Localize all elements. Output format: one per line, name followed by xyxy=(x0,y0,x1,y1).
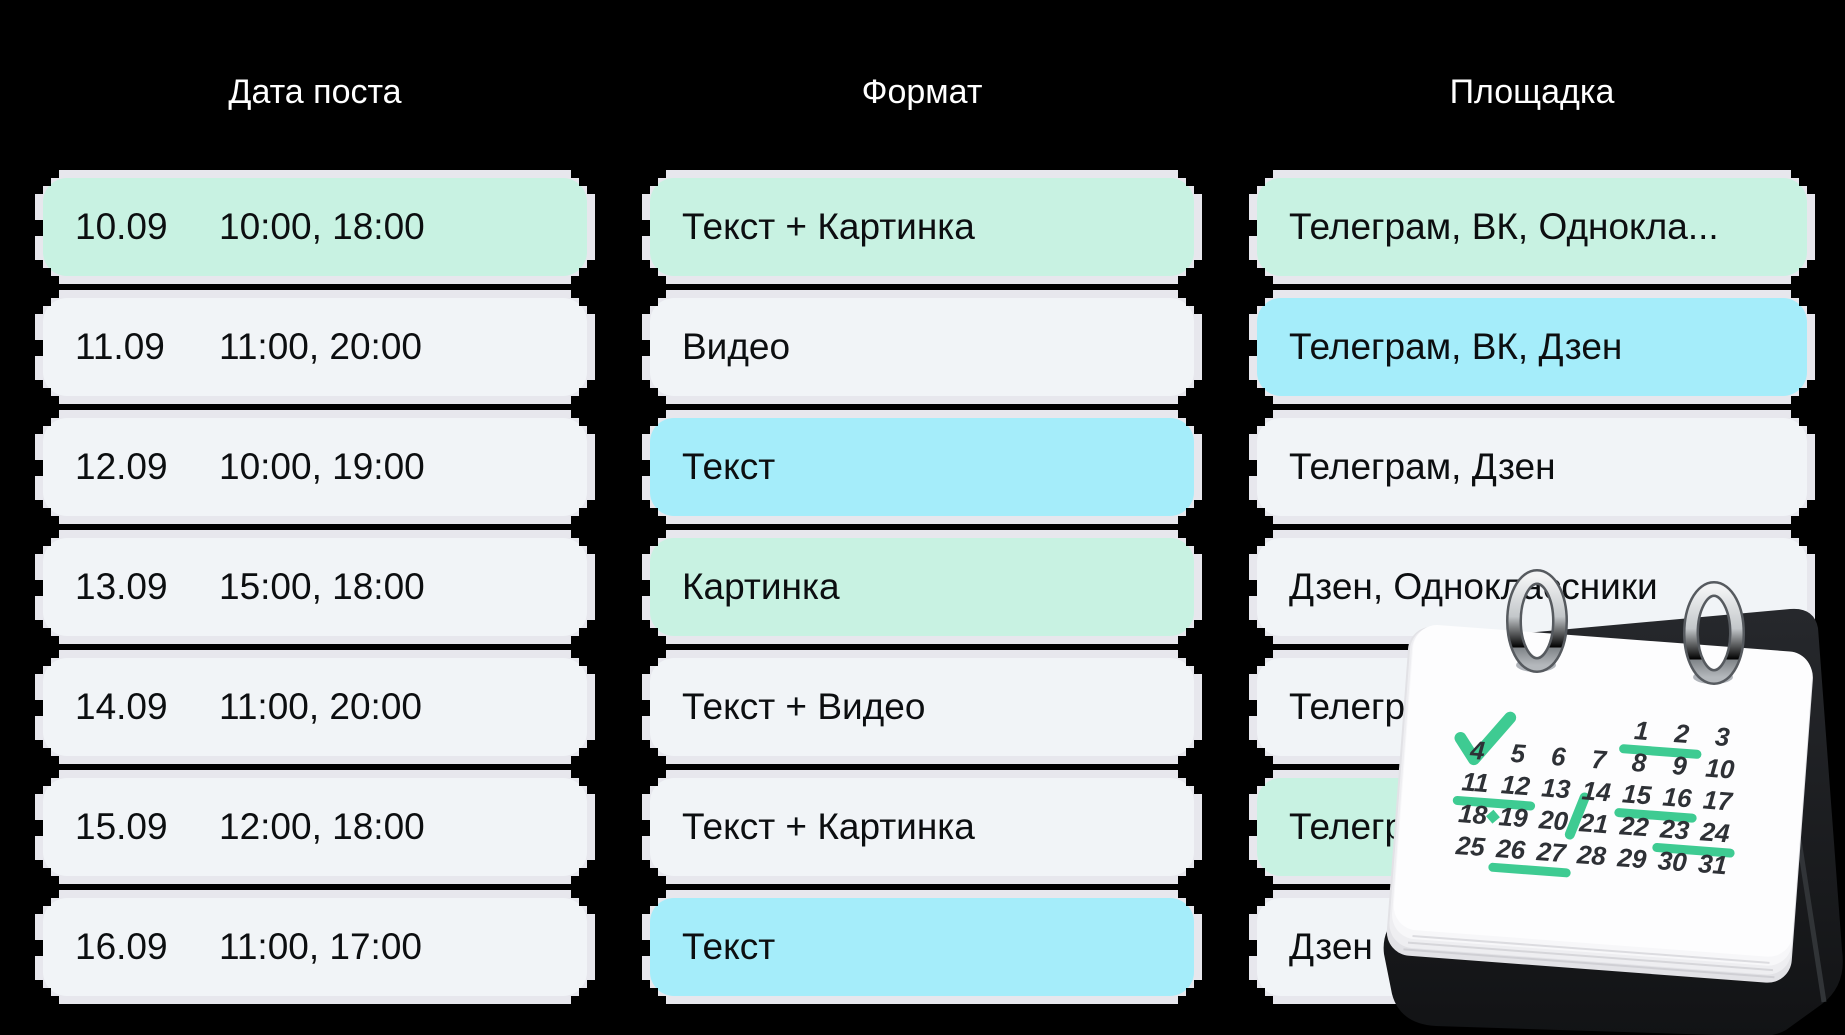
table-row: 15.09 12:00, 18:00 Текст + Картинка Теле… xyxy=(35,770,1815,884)
format-label: Видео xyxy=(682,326,791,367)
post-date: 12.09 xyxy=(75,446,168,487)
cell-date: 13.09 15:00, 18:00 xyxy=(35,530,595,644)
platform-label: Телеграм, ВК, Дзен xyxy=(1289,326,1623,367)
platform-pill: Телеграм xyxy=(1257,658,1807,756)
format-pill: Текст xyxy=(650,418,1194,516)
post-times: 10:00, 19:00 xyxy=(219,446,425,487)
format-label: Текст xyxy=(682,926,776,967)
platform-pill: Телеграм, Дзен xyxy=(1257,418,1807,516)
platform-label: Телеграм, Дзен xyxy=(1289,446,1556,487)
platform-label: Дзен, Одноклассники xyxy=(1289,566,1658,607)
format-pill: Текст + Видео xyxy=(650,658,1194,756)
table-row: 13.09 15:00, 18:00 Картинка Дзен, Однокл… xyxy=(35,530,1815,644)
date-pill: 10.09 10:00, 18:00 xyxy=(43,178,587,276)
format-pill: Текст xyxy=(650,898,1194,996)
platform-label: Телеграм xyxy=(1289,806,1452,847)
post-date: 15.09 xyxy=(75,806,168,847)
platform-pill: Дзен, Одноклассники xyxy=(1257,538,1807,636)
format-label: Картинка xyxy=(682,566,840,607)
cell-date: 11.09 11:00, 20:00 xyxy=(35,290,595,404)
platform-pill: Дзен xyxy=(1257,898,1807,996)
cell-format: Текст + Видео xyxy=(642,650,1202,764)
post-times: 12:00, 18:00 xyxy=(219,806,425,847)
post-times: 11:00, 20:00 xyxy=(219,326,422,367)
cell-platform: Телеграм, ВК, Дзен xyxy=(1249,290,1815,404)
post-times: 10:00, 18:00 xyxy=(219,206,425,247)
post-times: 15:00, 18:00 xyxy=(219,566,425,607)
format-label: Текст + Видео xyxy=(682,686,926,727)
column-header-date: Дата поста xyxy=(228,73,402,111)
cell-platform: Дзен, Одноклассники xyxy=(1249,530,1815,644)
format-pill: Текст + Картинка xyxy=(650,178,1194,276)
table-row: 10.09 10:00, 18:00 Текст + Картинка Теле… xyxy=(35,170,1815,284)
cell-platform: Телеграм xyxy=(1249,650,1815,764)
cell-date: 15.09 12:00, 18:00 xyxy=(35,770,595,884)
cell-date: 14.09 11:00, 20:00 xyxy=(35,650,595,764)
cell-platform: Дзен xyxy=(1249,890,1815,1004)
cell-platform: Телеграм, Дзен xyxy=(1249,410,1815,524)
post-times: 11:00, 17:00 xyxy=(219,926,422,967)
table-header: Дата поста Формат Площадка xyxy=(35,66,1815,118)
post-date: 14.09 xyxy=(75,686,168,727)
table-body: 10.09 10:00, 18:00 Текст + Картинка Теле… xyxy=(35,170,1815,1004)
format-pill: Картинка xyxy=(650,538,1194,636)
post-date: 16.09 xyxy=(75,926,168,967)
table-row: 14.09 11:00, 20:00 Текст + Видео Телегра… xyxy=(35,650,1815,764)
format-pill: Видео xyxy=(650,298,1194,396)
cell-format: Текст xyxy=(642,890,1202,1004)
platform-pill: Телеграм, ВК, Дзен xyxy=(1257,298,1807,396)
platform-pill: Телеграм xyxy=(1257,778,1807,876)
table-row: 11.09 11:00, 20:00 Видео Телеграм, ВК, Д… xyxy=(35,290,1815,404)
platform-pill: Телеграм, ВК, Однокла... xyxy=(1257,178,1807,276)
date-pill: 16.09 11:00, 17:00 xyxy=(43,898,587,996)
date-pill: 13.09 15:00, 18:00 xyxy=(43,538,587,636)
cell-format: Текст + Картинка xyxy=(642,170,1202,284)
post-date: 11.09 xyxy=(75,326,165,367)
cell-format: Картинка xyxy=(642,530,1202,644)
cell-date: 16.09 11:00, 17:00 xyxy=(35,890,595,1004)
platform-label: Телеграм xyxy=(1289,686,1452,727)
cell-format: Текст xyxy=(642,410,1202,524)
post-times: 11:00, 20:00 xyxy=(219,686,422,727)
cell-platform: Телеграм, ВК, Однокла... xyxy=(1249,170,1815,284)
column-header-platform: Площадка xyxy=(1449,73,1615,111)
platform-label: Телеграм, ВК, Однокла... xyxy=(1289,206,1719,247)
date-pill: 15.09 12:00, 18:00 xyxy=(43,778,587,876)
post-date: 13.09 xyxy=(75,566,168,607)
platform-label: Дзен xyxy=(1289,926,1373,967)
date-pill: 14.09 11:00, 20:00 xyxy=(43,658,587,756)
table-row: 16.09 11:00, 17:00 Текст Дзен xyxy=(35,890,1815,1004)
cell-format: Текст + Картинка xyxy=(642,770,1202,884)
cell-date: 12.09 10:00, 19:00 xyxy=(35,410,595,524)
date-pill: 11.09 11:00, 20:00 xyxy=(43,298,587,396)
cell-platform: Телеграм xyxy=(1249,770,1815,884)
column-header-format: Формат xyxy=(861,73,983,111)
cell-format: Видео xyxy=(642,290,1202,404)
format-label: Текст + Картинка xyxy=(682,806,975,847)
format-label: Текст xyxy=(682,446,776,487)
date-pill: 12.09 10:00, 19:00 xyxy=(43,418,587,516)
cell-date: 10.09 10:00, 18:00 xyxy=(35,170,595,284)
post-date: 10.09 xyxy=(75,206,168,247)
format-pill: Текст + Картинка xyxy=(650,778,1194,876)
table-row: 12.09 10:00, 19:00 Текст Телеграм, Дзен xyxy=(35,410,1815,524)
format-label: Текст + Картинка xyxy=(682,206,975,247)
